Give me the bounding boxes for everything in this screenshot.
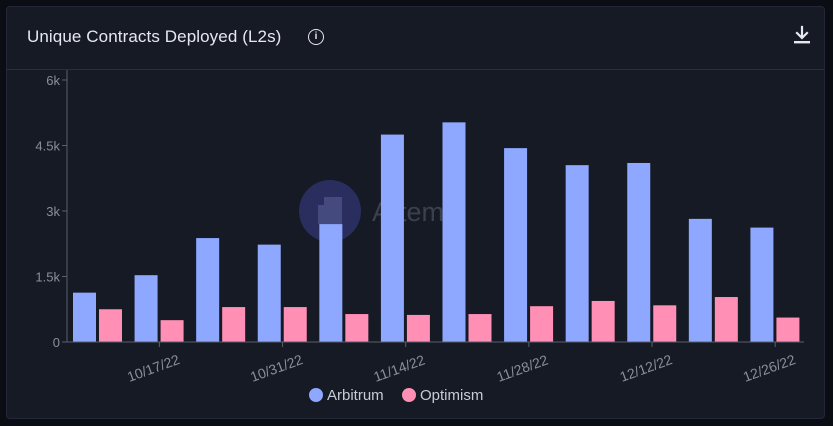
- card-header: Unique Contracts Deployed (L2s) i: [7, 7, 824, 70]
- bar-arbitrum[interactable]: [504, 148, 528, 342]
- bar-optimism[interactable]: [99, 309, 122, 342]
- artemis-logo-mark: [318, 197, 342, 224]
- bar-arbitrum[interactable]: [73, 292, 96, 342]
- y-tick-label: 1.5k: [35, 270, 60, 285]
- y-tick-label: 4.5k: [35, 139, 60, 154]
- y-axis: 0 1.5k 3k 4.5k 6k: [35, 70, 68, 350]
- bar-arbitrum[interactable]: [319, 224, 343, 342]
- y-tick-label: 6k: [46, 73, 60, 88]
- bar-arbitrum[interactable]: [565, 165, 589, 342]
- legend-label[interactable]: Optimism: [420, 387, 483, 404]
- bars: [73, 122, 800, 343]
- legend-swatch: [402, 388, 416, 402]
- x-tick-label: 11/28/22: [494, 351, 550, 384]
- chart-title: Unique Contracts Deployed (L2s): [27, 27, 282, 46]
- x-tick-label: 10/31/22: [248, 351, 305, 385]
- bar-optimism[interactable]: [591, 300, 615, 342]
- bar-arbitrum[interactable]: [134, 275, 158, 342]
- info-icon[interactable]: i: [308, 29, 324, 45]
- bar-optimism[interactable]: [653, 305, 677, 342]
- bar-optimism[interactable]: [468, 314, 492, 342]
- download-icon[interactable]: [791, 24, 813, 46]
- bar-optimism[interactable]: [283, 307, 307, 342]
- bar-optimism[interactable]: [222, 307, 246, 342]
- bar-arbitrum[interactable]: [688, 218, 712, 342]
- bar-arbitrum[interactable]: [257, 244, 281, 342]
- x-tick-label: 12/12/22: [618, 351, 675, 385]
- bar-optimism[interactable]: [530, 306, 554, 342]
- bar-arbitrum[interactable]: [442, 122, 466, 343]
- bar-arbitrum[interactable]: [627, 162, 651, 342]
- bar-optimism[interactable]: [776, 317, 800, 342]
- y-tick-label: 0: [53, 335, 60, 350]
- legend: Arbitrum Optimism: [309, 387, 483, 404]
- x-tick-label: 12/26/22: [741, 351, 798, 385]
- bar-arbitrum[interactable]: [750, 227, 774, 342]
- bar-optimism[interactable]: [406, 314, 430, 342]
- bar-optimism[interactable]: [160, 320, 184, 342]
- bar-optimism[interactable]: [345, 314, 369, 342]
- x-tick-label: 10/17/22: [125, 351, 182, 385]
- bar-arbitrum[interactable]: [196, 238, 220, 342]
- legend-label[interactable]: Arbitrum: [327, 387, 384, 404]
- x-tick-label: 11/14/22: [371, 351, 427, 384]
- chart-card: Unique Contracts Deployed (L2s) i: [6, 6, 825, 419]
- x-axis: 10/17/22 10/31/22 11/14/22 11/28/22 12/12/22…: [67, 341, 804, 385]
- bar-arbitrum[interactable]: [380, 134, 404, 342]
- legend-swatch: [309, 388, 323, 402]
- y-tick-label: 3k: [46, 204, 60, 219]
- bar-optimism[interactable]: [714, 297, 738, 342]
